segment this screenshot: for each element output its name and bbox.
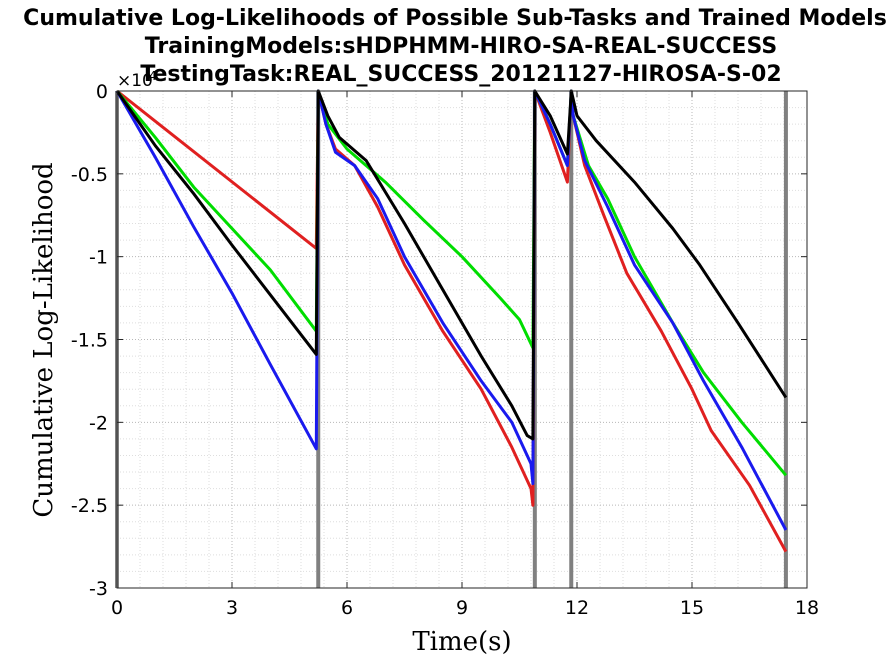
- y-tick-label: -0.5: [71, 164, 108, 186]
- x-tick-label: 3: [226, 597, 238, 619]
- chart-title-line-2: TrainingModels:sHDPHMM-HIRO-SA-REAL-SUCC…: [145, 34, 777, 59]
- x-tick-label: 15: [680, 597, 704, 619]
- x-tick-label: 6: [341, 597, 353, 619]
- y-exponent-power: 4: [149, 69, 157, 83]
- chart-title-line-3: TestingTask:REAL_SUCCESS_20121127-HIROSA…: [140, 62, 781, 87]
- x-tick-label: 0: [111, 597, 123, 619]
- chart-title-line-1: Cumulative Log-Likelihoods of Possible S…: [23, 6, 887, 31]
- y-tick-label: -1.5: [71, 330, 108, 352]
- y-exponent-label: ×10: [117, 71, 153, 91]
- series-lines: [115, 89, 788, 553]
- series-line-4: [115, 89, 788, 441]
- x-tick-label: 12: [565, 597, 589, 619]
- y-tick-label: -1: [89, 247, 108, 269]
- y-tick-label: -2.5: [71, 495, 108, 517]
- y-tick-label: -2: [89, 412, 108, 434]
- series-line-3: [115, 89, 788, 531]
- x-tick-label: 18: [795, 597, 819, 619]
- y-axis-label: Cumulative Log-Likelihood: [29, 162, 59, 517]
- y-tick-label: 0: [96, 81, 108, 103]
- axis-ticks: 0 3 6 9 12 15 18 0 -0.5 -1 -1.5 -2 -2.5 -3: [71, 81, 819, 619]
- x-tick-label: 9: [456, 597, 468, 619]
- x-axis-label: Time(s): [412, 627, 511, 657]
- y-tick-label: -3: [89, 578, 108, 600]
- series-line-2: [115, 89, 788, 477]
